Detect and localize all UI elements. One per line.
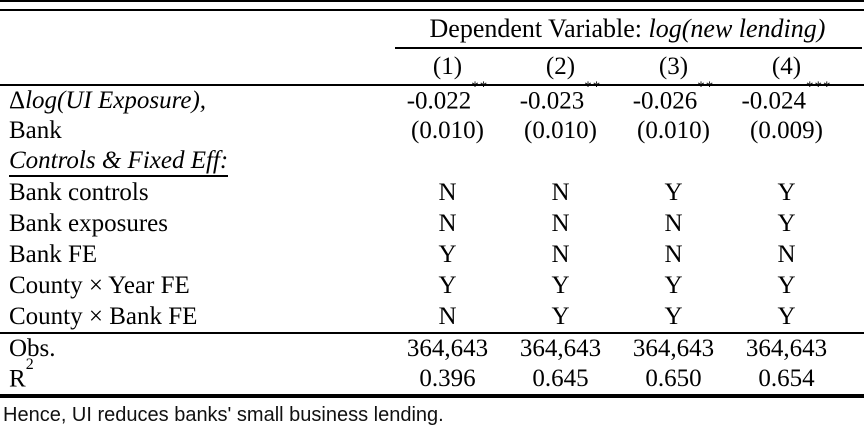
fe-value: N xyxy=(551,240,570,268)
fe-value: N xyxy=(664,209,683,237)
row-label: Bank exposures xyxy=(9,209,168,237)
significance-stars: ** xyxy=(697,78,715,95)
section-heading-row: Controls & Fixed Eff: xyxy=(0,146,864,177)
table-row: Bank exposures N N N Y xyxy=(0,208,864,239)
significance-stars: ** xyxy=(584,78,602,95)
r-squared-value: 0.645 xyxy=(532,365,589,392)
fe-value: Y xyxy=(551,271,570,299)
coefficient-row: Δlog(UI Exposure), -0.022** -0.023** -0.… xyxy=(0,79,864,116)
col-number-4: (4) xyxy=(771,52,802,80)
fe-value: N xyxy=(438,209,457,237)
std-error-row: Bank (0.010) (0.010) (0.010) (0.009) xyxy=(0,116,864,146)
fe-value: N xyxy=(438,302,457,330)
significance-stars: ** xyxy=(471,78,489,95)
header-midrule xyxy=(0,84,864,86)
table-row: County × Bank FE N Y Y Y xyxy=(0,301,864,332)
obs-value: 364,643 xyxy=(632,335,715,362)
coef-value: -0.023 xyxy=(519,87,585,115)
fe-value: N xyxy=(551,178,570,206)
row-label: County × Bank FE xyxy=(9,302,198,330)
fe-value: Y xyxy=(777,209,796,237)
row-label: Obs. xyxy=(9,335,56,362)
r-squared-base: R xyxy=(9,365,26,393)
row-label: Bank controls xyxy=(9,178,149,206)
table-row: Bank controls N N Y Y xyxy=(0,177,864,208)
obs-row: Obs. 364,643 364,643 364,643 364,643 xyxy=(0,334,864,364)
obs-value: 364,643 xyxy=(745,335,828,362)
fe-value: Y xyxy=(777,302,796,330)
column-numbers-row: (1) (2) (3) (4) xyxy=(0,49,864,84)
table-bottom-double-rule xyxy=(0,394,864,398)
se-cell: (0.010) xyxy=(411,117,484,144)
dep-var-label: Dependent Variable: xyxy=(429,14,649,43)
coef-cell: -0.023** xyxy=(504,79,617,115)
fe-value: Y xyxy=(664,302,683,330)
se-cell: (0.010) xyxy=(637,117,710,144)
table-row: Bank FE Y N N N xyxy=(0,239,864,270)
fe-value: N xyxy=(551,209,570,237)
coef-row-label-line2: Bank xyxy=(9,117,62,144)
obs-value: 364,643 xyxy=(519,335,602,362)
col-number-3: (3) xyxy=(658,52,689,80)
dep-var-math: log(new lending) xyxy=(648,14,826,43)
dep-var-cmidrule xyxy=(395,47,862,49)
r-squared-row: R2 0.396 0.645 0.650 0.654 xyxy=(0,356,864,394)
slide-top-rule xyxy=(0,0,864,2)
fe-value: Y xyxy=(777,178,796,206)
fe-value: N xyxy=(777,240,796,268)
cmidrule-row xyxy=(0,47,864,49)
fe-value: Y xyxy=(664,271,683,299)
obs-value: 364,643 xyxy=(406,335,489,362)
coef-value: -0.026 xyxy=(632,87,698,115)
r-squared-value: 0.650 xyxy=(645,365,702,392)
significance-stars: *** xyxy=(806,78,832,95)
delta-symbol: Δ xyxy=(9,87,26,114)
fe-value: Y xyxy=(777,271,796,299)
coef-row-label: Δlog(UI Exposure), xyxy=(0,87,391,115)
coef-label-math: log(UI Exposure), xyxy=(25,87,207,114)
fe-value: N xyxy=(664,240,683,268)
section-heading-cell: Controls & Fixed Eff: xyxy=(0,147,391,177)
section-heading: Controls & Fixed Eff: xyxy=(9,147,229,177)
dep-var-header: Dependent Variable: log(new lending) xyxy=(391,14,864,44)
fe-value: Y xyxy=(438,240,457,268)
table-row: County × Year FE Y Y Y Y xyxy=(0,270,864,301)
r-squared-value: 0.654 xyxy=(758,365,815,392)
col-number-2: (2) xyxy=(545,52,576,80)
row-label: County × Year FE xyxy=(9,271,190,299)
fe-value: Y xyxy=(438,271,457,299)
col-number-1: (1) xyxy=(432,52,463,80)
r-squared-value: 0.396 xyxy=(419,365,476,392)
fe-value: Y xyxy=(664,178,683,206)
coef-cell: -0.024*** xyxy=(730,79,843,115)
row-label: Bank FE xyxy=(9,240,98,268)
regression-table-page: Dependent Variable: log(new lending) (1)… xyxy=(0,0,864,426)
se-cell: (0.010) xyxy=(524,117,597,144)
coef-cell: -0.022** xyxy=(391,79,504,115)
table-top-rule xyxy=(0,9,864,11)
cmidrule-spacer xyxy=(0,47,391,49)
coef-cell: -0.026** xyxy=(617,79,730,115)
fe-value: Y xyxy=(551,302,570,330)
coef-value: -0.024 xyxy=(741,87,807,115)
r-squared-exponent: 2 xyxy=(25,356,34,374)
dep-var-header-row: Dependent Variable: log(new lending) xyxy=(0,11,864,47)
row-label: R2 xyxy=(0,356,391,393)
fe-value: N xyxy=(438,178,457,206)
coef-value: -0.022 xyxy=(406,87,472,115)
slide-caption: Hence, UI reduces banks' small business … xyxy=(3,404,444,426)
stats-midrule xyxy=(0,332,864,334)
se-cell: (0.009) xyxy=(750,117,823,144)
